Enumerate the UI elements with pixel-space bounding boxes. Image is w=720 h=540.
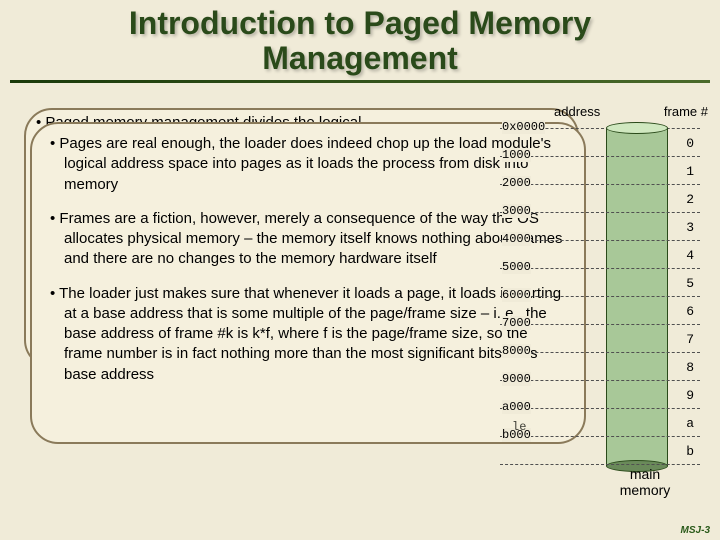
tick-address: 9000 (502, 372, 531, 386)
tick-frame-num: 1 (686, 164, 694, 179)
memory-cylinder-icon (606, 122, 668, 472)
tick-frame-num: 8 (686, 360, 694, 375)
cylinder-body (606, 128, 668, 466)
tick-row: 40004 (500, 240, 700, 241)
tick-row: 20002 (500, 184, 700, 185)
tick-frame-num: 0 (686, 136, 694, 151)
tick-frame-num: a (686, 416, 694, 431)
tick-row: 0x00000 (500, 128, 700, 129)
title-area: Introduction to Paged Memory Management (0, 0, 720, 83)
tick-address: 5000 (502, 260, 531, 274)
tick-frame-num: 6 (686, 304, 694, 319)
peek-label: le (512, 420, 526, 434)
tick-row: 70007 (500, 324, 700, 325)
tick-address: 8000 (502, 344, 531, 358)
tick-address: 4000 (502, 232, 531, 246)
tick-row: 90009 (500, 380, 700, 381)
main-memory-label: main memory (610, 467, 680, 498)
cylinder-top (606, 122, 668, 134)
tick-frame-num: b (686, 444, 694, 459)
slide-number: MSJ-3 (681, 525, 710, 536)
tick-frame-num: 7 (686, 332, 694, 347)
tick-address: 0x0000 (502, 120, 545, 134)
foreground-textbox: • Pages are real enough, the loader does… (30, 122, 586, 444)
title-underline (10, 80, 710, 83)
tick-row: 10001 (500, 156, 700, 157)
tick-address: a000 (502, 400, 531, 414)
tick-frame-num: 3 (686, 220, 694, 235)
bullet-frames: • Frames are a fiction, however, merely … (50, 209, 570, 270)
tick-row: 30003 (500, 212, 700, 213)
frame-header: frame # (664, 104, 708, 119)
tick-line (500, 464, 700, 465)
tick-frame-num: 9 (686, 388, 694, 403)
memory-diagram: address frame # 0x0000010001200023000340… (550, 104, 710, 504)
tick-address: 7000 (502, 316, 531, 330)
tick-address: 3000 (502, 204, 531, 218)
tick-frame-num: 4 (686, 248, 694, 263)
slide-title-line2: Management (0, 41, 720, 76)
bullet-loader: • The loader just makes sure that whenev… (50, 284, 570, 385)
tick-row: 60006 (500, 296, 700, 297)
tick-frame-num: 2 (686, 192, 694, 207)
slide-title-line1: Introduction to Paged Memory (0, 6, 720, 41)
address-header: address (554, 104, 600, 119)
tick-frame-num: 5 (686, 276, 694, 291)
tick-address: 1000 (502, 148, 531, 162)
tick-row: 80008 (500, 352, 700, 353)
tick-row: a000a (500, 408, 700, 409)
tick-row: 50005 (500, 268, 700, 269)
tick-row-tail (500, 464, 700, 465)
bullet-pages: • Pages are real enough, the loader does… (50, 134, 570, 195)
tick-row: b000b (500, 436, 700, 437)
tick-address: 6000 (502, 288, 531, 302)
tick-address: 2000 (502, 176, 531, 190)
